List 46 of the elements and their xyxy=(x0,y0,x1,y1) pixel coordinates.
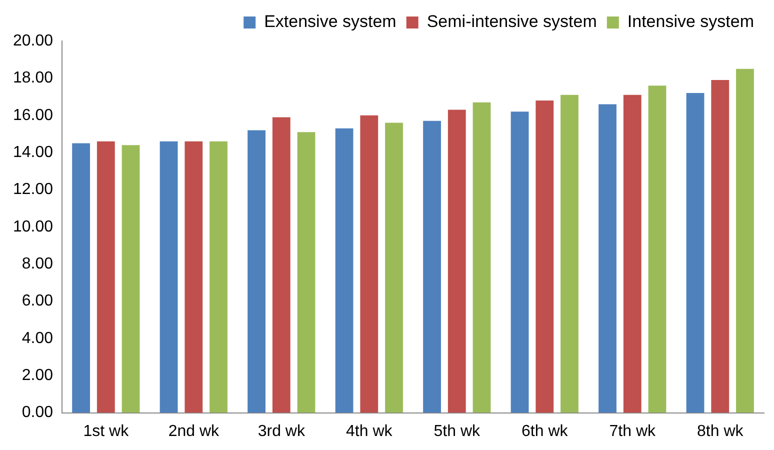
y-tick-label: 0.00 xyxy=(22,404,54,422)
bar xyxy=(335,128,354,413)
bar xyxy=(96,141,115,413)
bar xyxy=(510,112,529,413)
y-tick-label: 20.00 xyxy=(12,32,54,50)
bar xyxy=(297,132,316,413)
bar xyxy=(536,100,554,413)
bar xyxy=(448,110,466,413)
bar xyxy=(598,104,616,413)
y-tick-label: 4.00 xyxy=(22,330,54,347)
bar xyxy=(385,122,403,413)
x-tick-label: 2nd wk xyxy=(168,422,220,440)
bar xyxy=(623,94,642,413)
bar xyxy=(72,143,90,413)
legend-label: Extensive system xyxy=(264,12,396,32)
y-tick-label: 6.00 xyxy=(22,292,54,310)
x-tick-label: 5th wk xyxy=(434,422,482,440)
legend-label: Semi-intensive system xyxy=(426,12,597,32)
bar xyxy=(248,130,266,413)
y-tick-label: 10.00 xyxy=(12,218,54,236)
bar xyxy=(423,120,441,413)
bar xyxy=(122,145,140,413)
y-tick-label: 12.00 xyxy=(12,181,54,198)
bar xyxy=(736,68,754,413)
bar xyxy=(648,86,666,413)
bar xyxy=(184,141,203,413)
bar xyxy=(272,117,290,413)
bar xyxy=(711,80,730,413)
bar xyxy=(360,115,378,413)
y-tick-label: 18.00 xyxy=(12,70,54,87)
x-tick-label: 1st wk xyxy=(83,422,130,440)
legend-label: Intensive system xyxy=(627,12,754,32)
x-tick-label: 7th wk xyxy=(609,422,656,440)
y-tick-label: 16.00 xyxy=(12,106,54,124)
y-tick-label: 14.00 xyxy=(12,144,54,161)
y-tick-label: 8.00 xyxy=(22,255,54,272)
bar xyxy=(210,141,228,413)
x-tick-label: 8th wk xyxy=(697,422,744,440)
x-tick-label: 3rd wk xyxy=(258,422,306,440)
x-tick-label: 6th wk xyxy=(522,422,569,440)
bar xyxy=(560,94,578,413)
bar xyxy=(686,93,704,413)
x-tick-label: 4th wk xyxy=(346,422,394,440)
y-tick-label: 2.00 xyxy=(22,367,54,384)
bar xyxy=(472,102,491,413)
bar xyxy=(160,141,178,413)
